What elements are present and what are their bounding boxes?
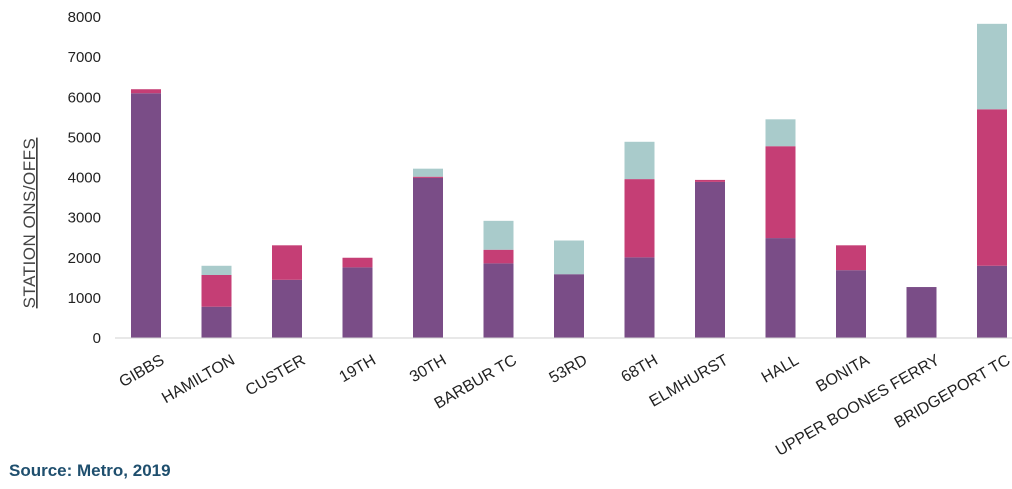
bar-segment <box>906 287 937 338</box>
bar-segment <box>201 306 232 338</box>
bar-segment <box>483 220 514 250</box>
bar-segment <box>342 267 373 338</box>
source-note: Source: Metro, 2019 <box>9 461 171 480</box>
stacked-bar-chart: STATION ONS/OFFS 0 1000 2000 3000 4000 5000 60… <box>20 9 1012 460</box>
bar-segment <box>624 179 655 258</box>
bar-segment <box>624 141 655 180</box>
x-tick-label: HAMILTON <box>159 352 238 407</box>
y-axis-label: STATION ONS/OFFS <box>20 138 39 309</box>
bar-segment <box>131 93 161 338</box>
y-tick-label: 7000 <box>68 49 101 66</box>
x-tick-label: 53RD <box>546 352 590 387</box>
y-tick-label: 3000 <box>68 210 101 227</box>
bar-segment <box>272 279 302 338</box>
y-axis-ticks: 0 1000 2000 3000 4000 5000 6000 7000 8000 <box>68 9 101 347</box>
bar-segment <box>695 181 725 338</box>
bar-segment <box>483 249 514 264</box>
x-tick-label: ELMHURST <box>647 352 732 411</box>
bar-segment <box>765 146 796 239</box>
bar-segment <box>554 274 584 338</box>
bar-segment <box>554 240 584 275</box>
x-tick-label: BRIDGEPORT TC <box>892 352 1012 432</box>
x-tick-label: BONITA <box>813 352 872 396</box>
x-tick-label: 19TH <box>337 352 379 386</box>
bar-segment <box>413 176 443 178</box>
x-tick-label: GIBBS <box>117 352 168 391</box>
bar-segment <box>342 257 373 268</box>
bar-segment <box>131 89 161 94</box>
bar-segment <box>977 109 1007 266</box>
bar-segment <box>977 23 1007 110</box>
y-tick-label: 4000 <box>68 170 101 187</box>
y-tick-label: 6000 <box>68 89 101 106</box>
bar-segment <box>695 179 725 182</box>
bar-segment <box>483 263 514 338</box>
x-tick-label: HALL <box>759 352 802 387</box>
bar-segment <box>765 238 796 338</box>
bar-segment <box>201 265 232 276</box>
bar-segment <box>836 245 866 271</box>
bar-segment <box>977 265 1007 338</box>
y-tick-label: 5000 <box>68 129 101 146</box>
bar-segment <box>836 270 866 338</box>
y-tick-label: 8000 <box>68 9 101 26</box>
x-tick-label: CUSTER <box>243 352 308 400</box>
bar-segment <box>201 275 232 307</box>
x-tick-label: 30TH <box>407 352 449 386</box>
bar-segment <box>765 119 796 147</box>
bar-segment <box>413 177 443 338</box>
y-tick-label: 2000 <box>68 250 101 267</box>
bar-segment <box>272 245 302 280</box>
bars <box>131 23 1007 338</box>
y-tick-label: 0 <box>93 330 101 347</box>
x-tick-label: 68TH <box>619 352 661 386</box>
bar-segment <box>624 257 655 338</box>
bar-segment <box>413 168 443 177</box>
y-tick-label: 1000 <box>68 290 101 307</box>
